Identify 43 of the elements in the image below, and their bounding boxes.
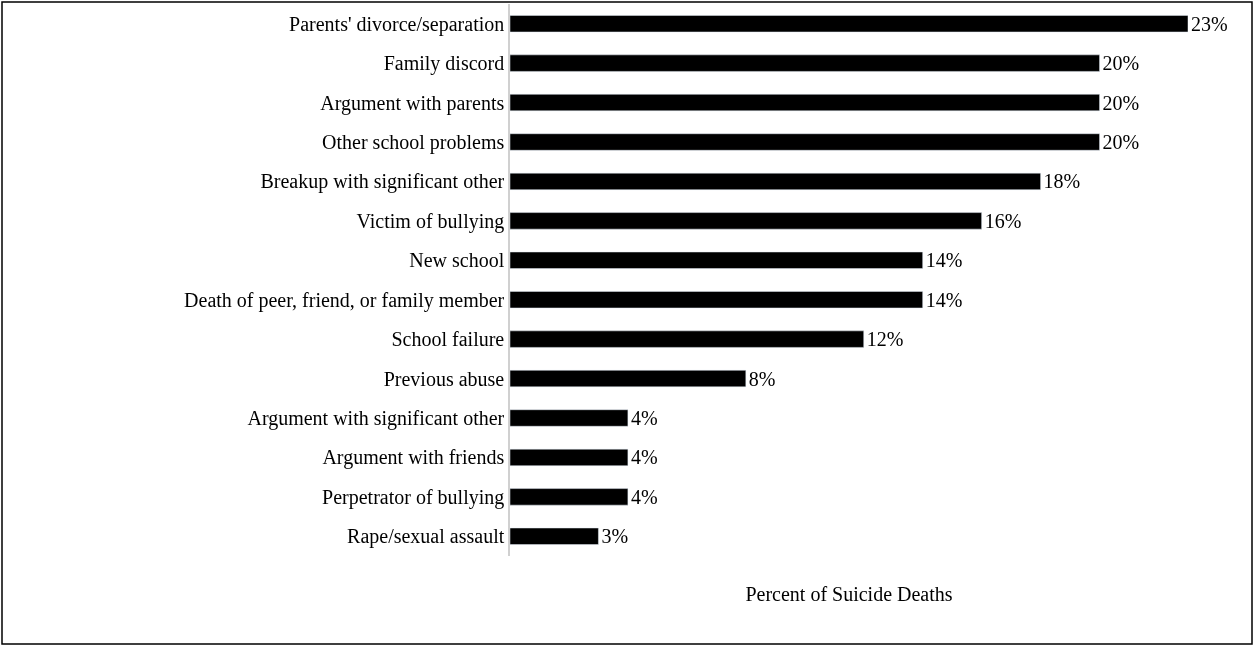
bar	[510, 488, 629, 506]
y-tick-label: Argument with parents	[320, 91, 505, 115]
y-tick-label: Other school problems	[322, 131, 505, 154]
x-axis-title: Percent of Suicide Deaths	[745, 582, 953, 605]
y-tick-label: Breakup with significant other	[260, 170, 505, 194]
data-label: 14%	[925, 249, 963, 272]
y-tick-label: New school	[409, 249, 505, 272]
bar	[510, 133, 1100, 151]
bar	[510, 330, 864, 348]
bar	[510, 409, 629, 427]
y-tick-label: Family discord	[383, 52, 505, 76]
y-tick-label: Rape/sexual assault	[347, 525, 505, 549]
data-label: 20%	[1102, 131, 1140, 153]
bar	[510, 448, 629, 466]
bar	[510, 251, 923, 269]
bar	[510, 54, 1100, 72]
bar	[510, 291, 923, 309]
y-tick-label: Perpetrator of bullying	[322, 485, 505, 509]
y-tick-label: School failure	[391, 328, 505, 351]
data-label: 14%	[925, 288, 963, 311]
data-label: 3%	[601, 525, 629, 548]
y-tick-label: Death of peer, friend, or family member	[184, 288, 505, 312]
y-tick-label: Parents' divorce/separation	[289, 12, 505, 36]
bar	[510, 94, 1100, 112]
bar	[510, 527, 599, 545]
y-tick-label: Argument with significant other	[247, 407, 505, 430]
y-tick-label: Victim of bullying	[356, 209, 505, 233]
data-label: 4%	[630, 485, 658, 508]
data-label: 4%	[630, 407, 658, 429]
data-label: 20%	[1102, 91, 1140, 114]
data-label: 23%	[1191, 12, 1228, 35]
y-tick-label: Previous abuse	[383, 367, 505, 390]
data-label: 16%	[984, 209, 1022, 232]
bar	[510, 212, 982, 230]
data-label: 18%	[1043, 170, 1081, 193]
data-label: 8%	[748, 367, 776, 390]
data-label: 12%	[866, 328, 904, 351]
data-label: 4%	[630, 446, 658, 469]
bar	[510, 370, 747, 388]
bar	[510, 172, 1041, 190]
bar	[510, 15, 1188, 33]
data-label: 20%	[1102, 52, 1140, 75]
y-tick-label: Argument with friends	[322, 446, 505, 470]
